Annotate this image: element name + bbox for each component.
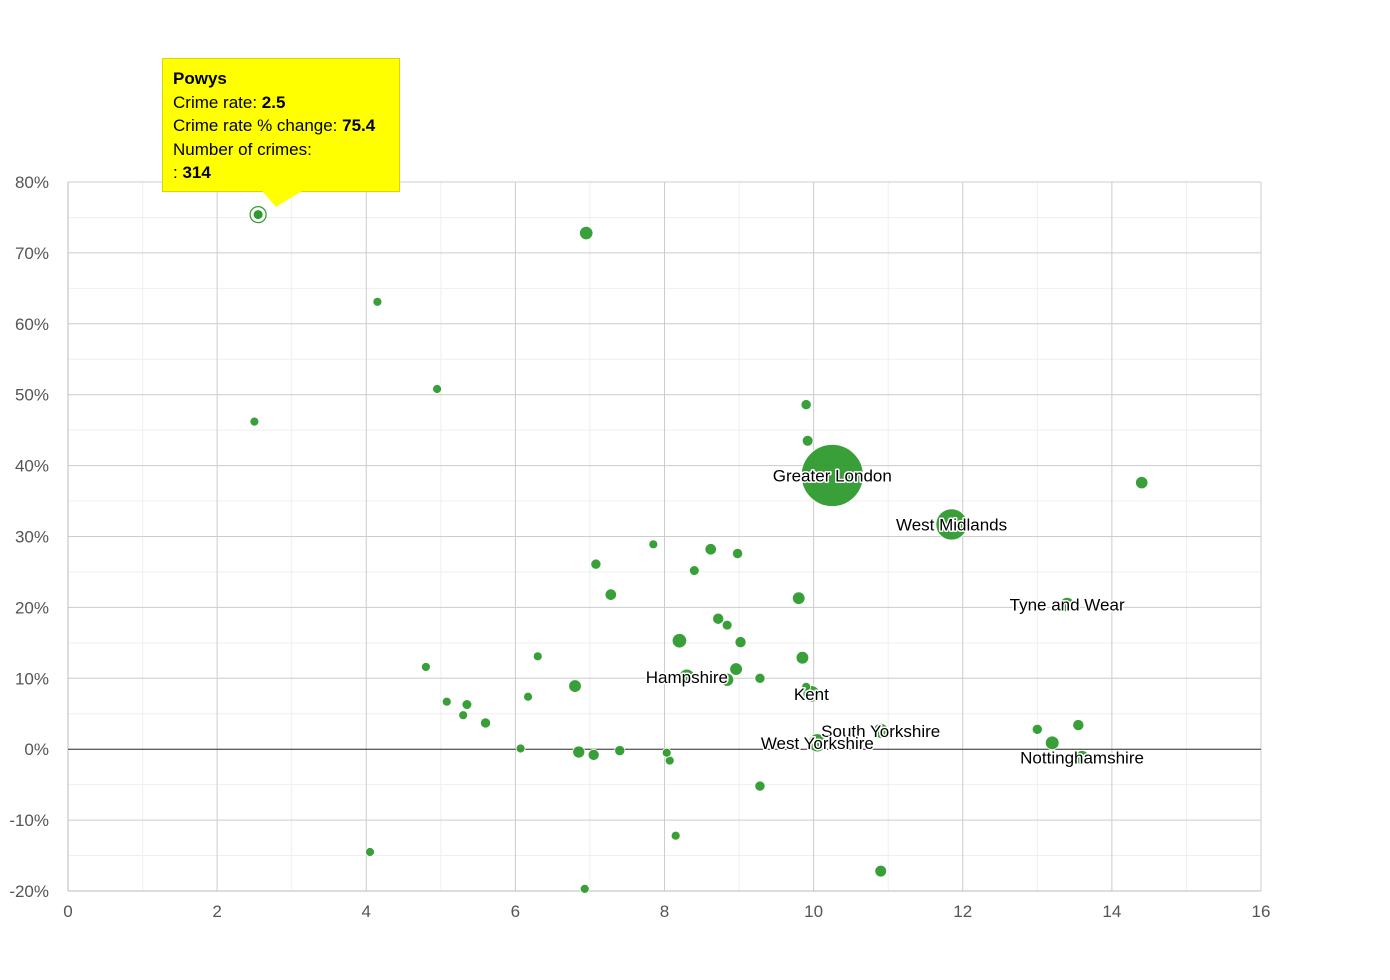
x-tick-label: 10 bbox=[804, 902, 823, 921]
bubble-label: Hampshire bbox=[646, 668, 728, 687]
bubble bbox=[441, 696, 452, 707]
bubble bbox=[729, 662, 743, 676]
bubble bbox=[614, 745, 626, 757]
tooltip-crimes-prefix: : bbox=[173, 163, 183, 182]
grid-lines bbox=[67, 181, 1262, 892]
bubble bbox=[587, 748, 600, 761]
bubble bbox=[800, 399, 812, 411]
bubble bbox=[661, 747, 672, 758]
x-tick-label: 2 bbox=[212, 902, 221, 921]
y-tick-label: 60% bbox=[15, 315, 49, 334]
tooltip-crimes-label: Number of crimes: bbox=[173, 139, 312, 159]
x-tick-label: 14 bbox=[1102, 902, 1121, 921]
bubble-label: Kent bbox=[794, 685, 829, 704]
tooltip: Powys Crime rate: 2.5 Crime rate % chang… bbox=[162, 58, 400, 192]
bubbles bbox=[249, 206, 1149, 894]
bubble-label: West Midlands bbox=[896, 515, 1007, 534]
bubble bbox=[1135, 476, 1149, 490]
bubble bbox=[754, 780, 766, 792]
bubble bbox=[754, 672, 766, 684]
tooltip-change-label: Crime rate % change: bbox=[173, 116, 343, 135]
tooltip-crimes-value: 314 bbox=[182, 163, 211, 182]
y-tick-label: 80% bbox=[15, 173, 49, 192]
bubble bbox=[801, 681, 812, 692]
x-tick-label: 8 bbox=[660, 902, 669, 921]
bubble bbox=[523, 691, 533, 702]
bubble bbox=[568, 679, 582, 693]
bubble bbox=[1074, 750, 1090, 766]
bubble bbox=[458, 710, 469, 721]
tooltip-title: Powys bbox=[173, 69, 227, 88]
bubble bbox=[801, 434, 814, 447]
bubble bbox=[721, 619, 733, 631]
bubble bbox=[688, 565, 700, 576]
bubble-label: Greater London bbox=[773, 467, 892, 486]
bubble bbox=[678, 668, 696, 686]
bubble bbox=[1059, 596, 1075, 613]
tooltip-change-value: 75.4 bbox=[342, 116, 376, 135]
bubble-highlighted bbox=[253, 210, 263, 220]
bubble-label: Tyne and Wear bbox=[1010, 596, 1125, 615]
bubble bbox=[732, 547, 744, 560]
bubble bbox=[604, 588, 617, 601]
y-tick-label: 0% bbox=[24, 740, 49, 759]
y-tick-label: 40% bbox=[15, 457, 49, 476]
tooltip-crime-rate-label: Crime rate: bbox=[173, 92, 262, 112]
bubble bbox=[720, 672, 735, 687]
bubble bbox=[800, 444, 864, 507]
bubble bbox=[872, 722, 889, 739]
bubble bbox=[461, 699, 473, 710]
bubble bbox=[712, 612, 725, 625]
bubble bbox=[579, 225, 594, 241]
y-tick-label: 50% bbox=[15, 386, 49, 405]
bubble-label: South Yorkshire bbox=[821, 722, 940, 741]
x-tick-label: 6 bbox=[511, 902, 520, 921]
bubble bbox=[791, 591, 806, 605]
bubble-labels: Greater London West Midlands Tyne and Wear… bbox=[644, 465, 1145, 769]
bubble bbox=[935, 508, 968, 541]
tooltip-crime-rate-value: 2.5 bbox=[261, 92, 286, 112]
bubble bbox=[532, 651, 543, 662]
bubble bbox=[365, 847, 375, 857]
bubble bbox=[874, 864, 888, 878]
tooltip-pointer bbox=[262, 191, 302, 207]
bubble-label: Nottinghamshire bbox=[1020, 749, 1144, 768]
bubble bbox=[420, 662, 431, 672]
y-tick-label: 70% bbox=[15, 244, 49, 263]
x-tick-label: 16 bbox=[1252, 902, 1271, 921]
bubble bbox=[432, 384, 442, 394]
bubble bbox=[807, 733, 827, 753]
bubble bbox=[795, 650, 810, 665]
bubble bbox=[590, 558, 602, 570]
bubble bbox=[480, 717, 492, 729]
bubble bbox=[704, 543, 717, 556]
bubble bbox=[1072, 719, 1085, 732]
x-tick-label: 4 bbox=[362, 902, 371, 921]
x-tick-label: 12 bbox=[953, 902, 972, 921]
y-tick-label: 30% bbox=[15, 528, 49, 547]
bubble bbox=[515, 743, 526, 754]
bubble bbox=[1044, 735, 1060, 751]
bubble bbox=[249, 416, 260, 427]
bubble-label: West Yorkshire bbox=[761, 734, 874, 753]
y-tick-label: 10% bbox=[15, 669, 49, 688]
x-tick-label: 0 bbox=[63, 902, 72, 921]
bubble bbox=[648, 539, 659, 550]
bubble bbox=[734, 636, 747, 649]
bubble bbox=[670, 830, 681, 841]
bubble bbox=[579, 883, 590, 894]
tick-labels: 80% 70% 60% 50% 40% 30% 20% 10% 0% -10% -20% 0 2 4 6 8 1… bbox=[9, 173, 1270, 921]
bubble bbox=[671, 633, 688, 649]
y-tick-label: -20% bbox=[9, 882, 49, 901]
y-tick-label: 20% bbox=[15, 598, 49, 617]
y-tick-label: -10% bbox=[9, 811, 49, 830]
bubble bbox=[372, 296, 383, 307]
bubble bbox=[1031, 723, 1043, 735]
bubble bbox=[572, 745, 586, 759]
